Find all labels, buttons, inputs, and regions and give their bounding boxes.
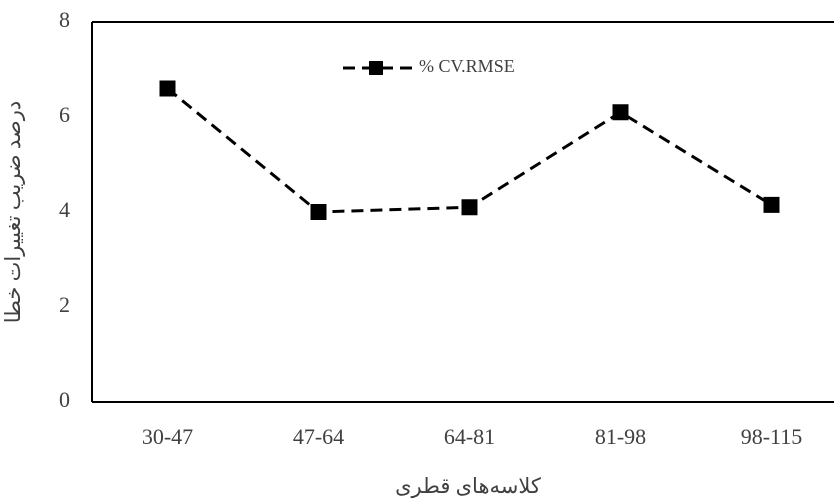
x-tick-label: 81-98 [595, 424, 646, 449]
y-tick-label: 6 [59, 102, 70, 127]
x-axis-label: کلاسه‌های قطری [395, 474, 541, 499]
y-tick-label: 0 [59, 387, 70, 412]
x-tick-label: 98-115 [741, 424, 803, 449]
x-tick-label: 30-47 [142, 424, 193, 449]
marker [310, 204, 327, 220]
x-tick-label: 47-64 [293, 424, 344, 449]
y-axis-label: درصد ضریب تغییرات خطا [1, 101, 26, 323]
marker [159, 80, 176, 97]
x-tick-label: 64-81 [444, 424, 495, 449]
y-tick-label: 8 [59, 7, 70, 32]
marker [612, 104, 629, 121]
line-series [166, 87, 773, 214]
y-tick-label: 2 [59, 292, 70, 317]
y-tick-label: 4 [59, 197, 70, 222]
marker [763, 196, 780, 213]
marker [461, 199, 478, 216]
legend-marker [369, 61, 383, 75]
legend-label: % CV.RMSE [419, 56, 515, 76]
